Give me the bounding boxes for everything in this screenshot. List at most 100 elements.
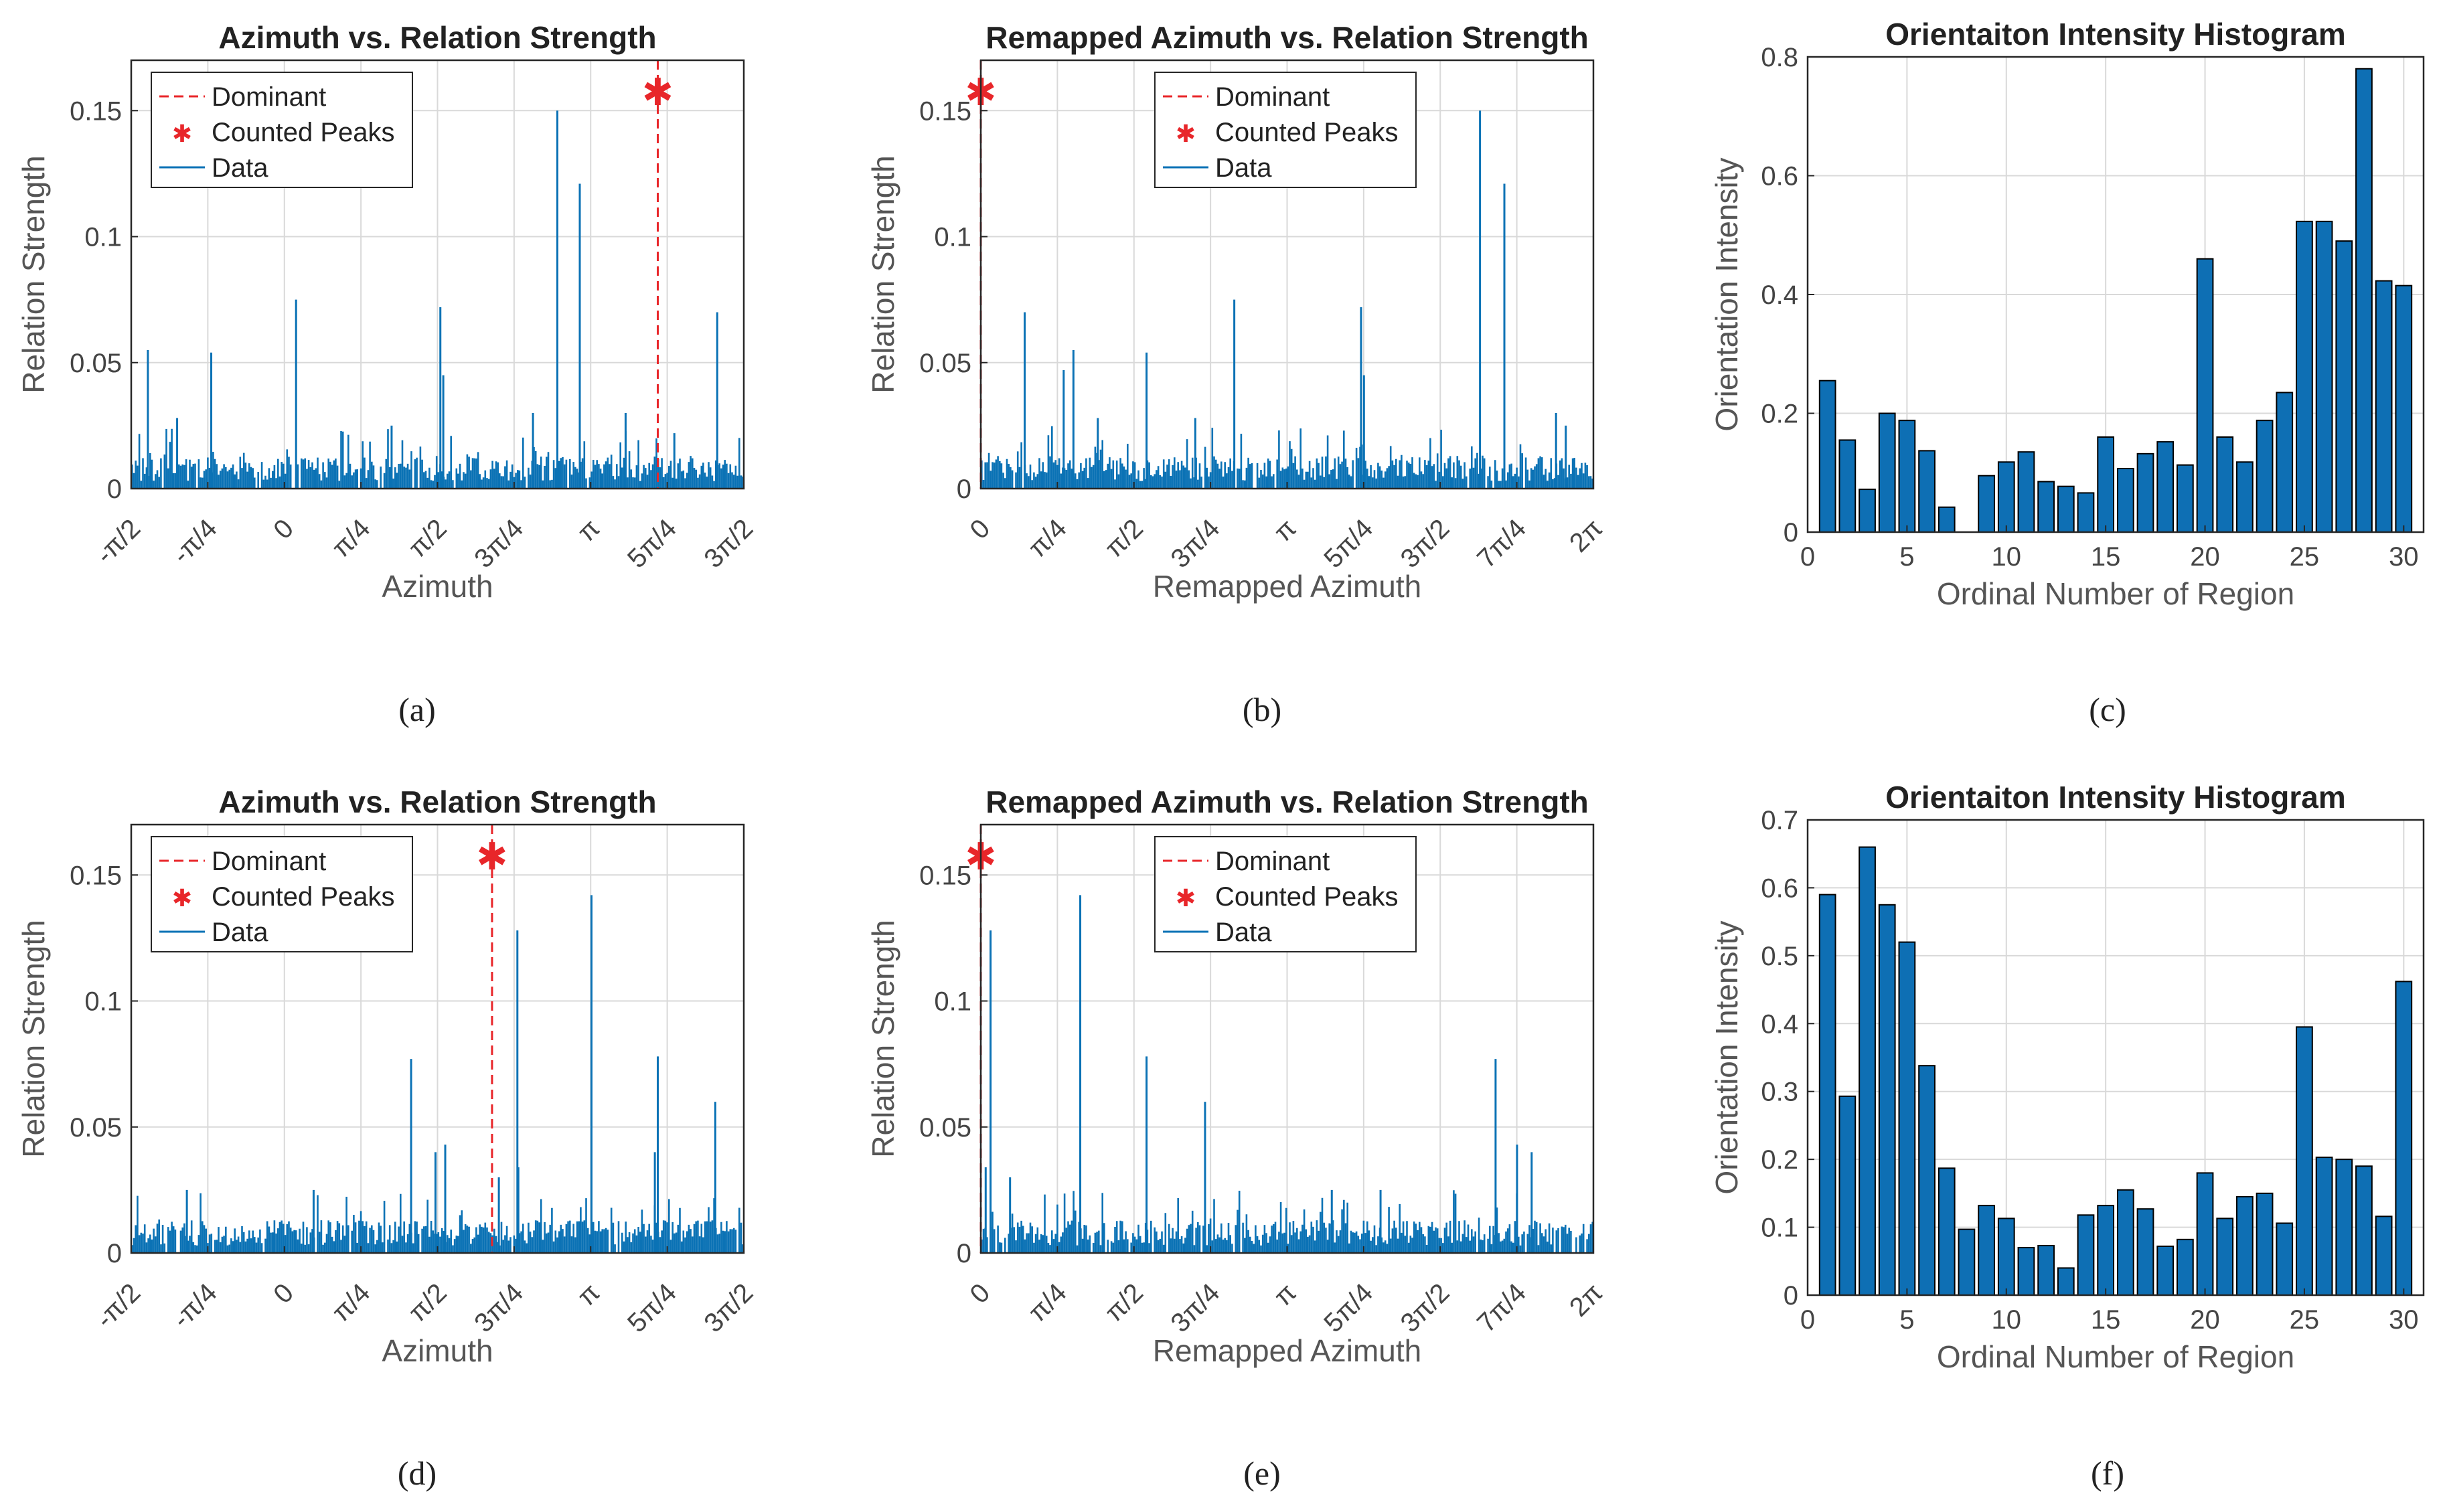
x-axis-label-d: Azimuth — [382, 1333, 493, 1368]
legend-label-peaks-d: Counted Peaks — [212, 882, 395, 912]
ytick-label-d-2: 0.1 — [84, 987, 122, 1017]
xtick-label-c-1: 5 — [1899, 542, 1914, 572]
bar-c-16 — [2116, 468, 2134, 533]
caption-c: (c) — [2089, 691, 2126, 728]
xtick-label-c-0: 0 — [1800, 542, 1815, 572]
xtick-label-f-5: 25 — [2290, 1305, 2320, 1335]
bar-c-13 — [2057, 485, 2075, 533]
xtick-label-b-8: 2π — [1564, 513, 1608, 558]
ytick-label-c-4: 0.8 — [1761, 43, 1798, 72]
ytick-label-c-1: 0.2 — [1761, 400, 1798, 429]
bar-f-15 — [2097, 1205, 2115, 1296]
xtick-label-e-6: 3π/2 — [1395, 1278, 1455, 1338]
bar-c-11 — [2017, 451, 2035, 533]
xtick-label-f-0: 0 — [1800, 1305, 1815, 1335]
xtick-label-a-2: 0 — [268, 513, 299, 545]
caption-b: (b) — [1243, 691, 1281, 728]
legend-d: Dominant ✱ Counted Peaks Data — [151, 836, 413, 952]
bar-c-25 — [2296, 220, 2313, 533]
xtick-label-b-4: π — [1268, 513, 1302, 548]
bar-c-6 — [1918, 450, 1936, 533]
bar-f-22 — [2236, 1195, 2254, 1296]
bar-f-29 — [2375, 1215, 2393, 1296]
bar-f-26 — [2315, 1157, 2333, 1296]
y-axis-label-e: Relation Strength — [866, 920, 900, 1157]
caption-a: (a) — [398, 691, 436, 728]
xtick-label-a-5: 3π/4 — [469, 513, 529, 574]
bar-c-19 — [2177, 464, 2194, 533]
caption-f: (f) — [2091, 1454, 2124, 1492]
ytick-label-e-1: 0.05 — [919, 1113, 971, 1143]
bar-f-7 — [1938, 1167, 1956, 1296]
bar-c-17 — [2136, 452, 2154, 533]
legend-label-peaks-a: Counted Peaks — [212, 118, 395, 147]
ytick-label-d-3: 0.15 — [70, 861, 122, 890]
ytick-label-d-0: 0 — [107, 1239, 122, 1268]
ytick-label-f-5: 0.5 — [1761, 942, 1798, 971]
bar-f-16 — [2116, 1189, 2134, 1296]
chart-title-f: Orientaiton Intensity Histogram — [1885, 780, 2346, 815]
xtick-label-c-4: 20 — [2190, 542, 2220, 572]
chart-a: ✱ 0 0.05 0.1 0.15 -π/2 -π/4 0 π/4 π/2 3π/4 π 5π/4 3π/… — [16, 20, 759, 604]
bar-c-12 — [2037, 481, 2055, 533]
bar-f-9 — [1978, 1205, 1995, 1296]
ytick-label-f-6: 0.6 — [1761, 873, 1798, 903]
axes-frame-f — [1806, 819, 2425, 1296]
ytick-label-a-2: 0.1 — [84, 223, 122, 252]
xtick-label-d-7: 5π/4 — [622, 1278, 682, 1338]
legend-label-data-b: Data — [1215, 153, 1272, 183]
bar-f-5 — [1898, 941, 1916, 1296]
legend-label-data-e: Data — [1215, 918, 1272, 947]
bar-f-28 — [2355, 1165, 2373, 1296]
y-axis-label-d: Relation Strength — [16, 920, 51, 1157]
xtick-label-e-3: 3π/4 — [1166, 1278, 1226, 1338]
ytick-label-b-0: 0 — [957, 475, 971, 504]
ytick-label-e-0: 0 — [957, 1239, 971, 1268]
y-axis-label-c: Orientation Intensity — [1709, 157, 1744, 431]
x-axis-label-e: Remapped Azimuth — [1153, 1333, 1421, 1368]
xtick-label-b-2: π/2 — [1099, 513, 1149, 563]
ytick-label-f-2: 0.2 — [1761, 1145, 1798, 1175]
xtick-label-c-5: 25 — [2290, 542, 2320, 572]
chart-title-c: Orientaiton Intensity Histogram — [1885, 17, 2346, 52]
y-axis-label-f: Orientation Intensity — [1709, 920, 1744, 1194]
bar-f-12 — [2037, 1244, 2055, 1296]
xtick-label-b-7: 7π/4 — [1472, 513, 1532, 574]
bar-c-27 — [2335, 240, 2353, 533]
bar-c-4 — [1878, 412, 1896, 533]
bar-c-10 — [1997, 461, 2015, 533]
ytick-label-c-0: 0 — [1784, 518, 1798, 548]
bar-c-29 — [2375, 280, 2393, 533]
bar-c-18 — [2156, 441, 2175, 533]
xtick-label-a-6: π — [572, 513, 606, 548]
bar-f-21 — [2216, 1217, 2234, 1296]
bar-c-20 — [2196, 258, 2214, 533]
chart-title-e: Remapped Azimuth vs. Relation Strength — [985, 784, 1589, 819]
ytick-label-b-3: 0.15 — [919, 96, 971, 126]
bar-f-20 — [2196, 1172, 2214, 1296]
bar-f-24 — [2276, 1222, 2294, 1296]
bar-f-10 — [1997, 1217, 2015, 1296]
bar-f-6 — [1918, 1065, 1936, 1296]
caption-d: (d) — [398, 1454, 437, 1492]
legend-label-data-a: Data — [212, 153, 268, 183]
bar-f-1 — [1818, 894, 1836, 1296]
ytick-label-f-0: 0 — [1784, 1281, 1798, 1311]
xtick-label-a-3: π/4 — [326, 513, 376, 563]
bar-f-11 — [2017, 1247, 2035, 1296]
legend-b: Dominant ✱ Counted Peaks Data — [1154, 72, 1417, 188]
chart-title-a: Azimuth vs. Relation Strength — [218, 20, 656, 55]
xtick-label-a-0: -π/2 — [90, 513, 147, 570]
xtick-label-b-5: 5π/4 — [1318, 513, 1378, 574]
xtick-label-a-1: -π/4 — [167, 513, 223, 570]
ytick-label-a-3: 0.15 — [70, 96, 122, 126]
chart-f: 0 0.1 0.2 0.3 0.4 0.5 0.6 0.7 0 5 10 15 20 25 30 Orient… — [1709, 780, 2425, 1374]
bar-c-1 — [1818, 380, 1836, 533]
xtick-label-b-3: 3π/4 — [1166, 513, 1226, 574]
bar-f-2 — [1838, 1095, 1857, 1296]
bar-f-8 — [1958, 1228, 1976, 1296]
bar-c-15 — [2097, 436, 2115, 533]
xtick-label-d-0: -π/2 — [90, 1278, 147, 1334]
bar-f-18 — [2156, 1245, 2175, 1296]
